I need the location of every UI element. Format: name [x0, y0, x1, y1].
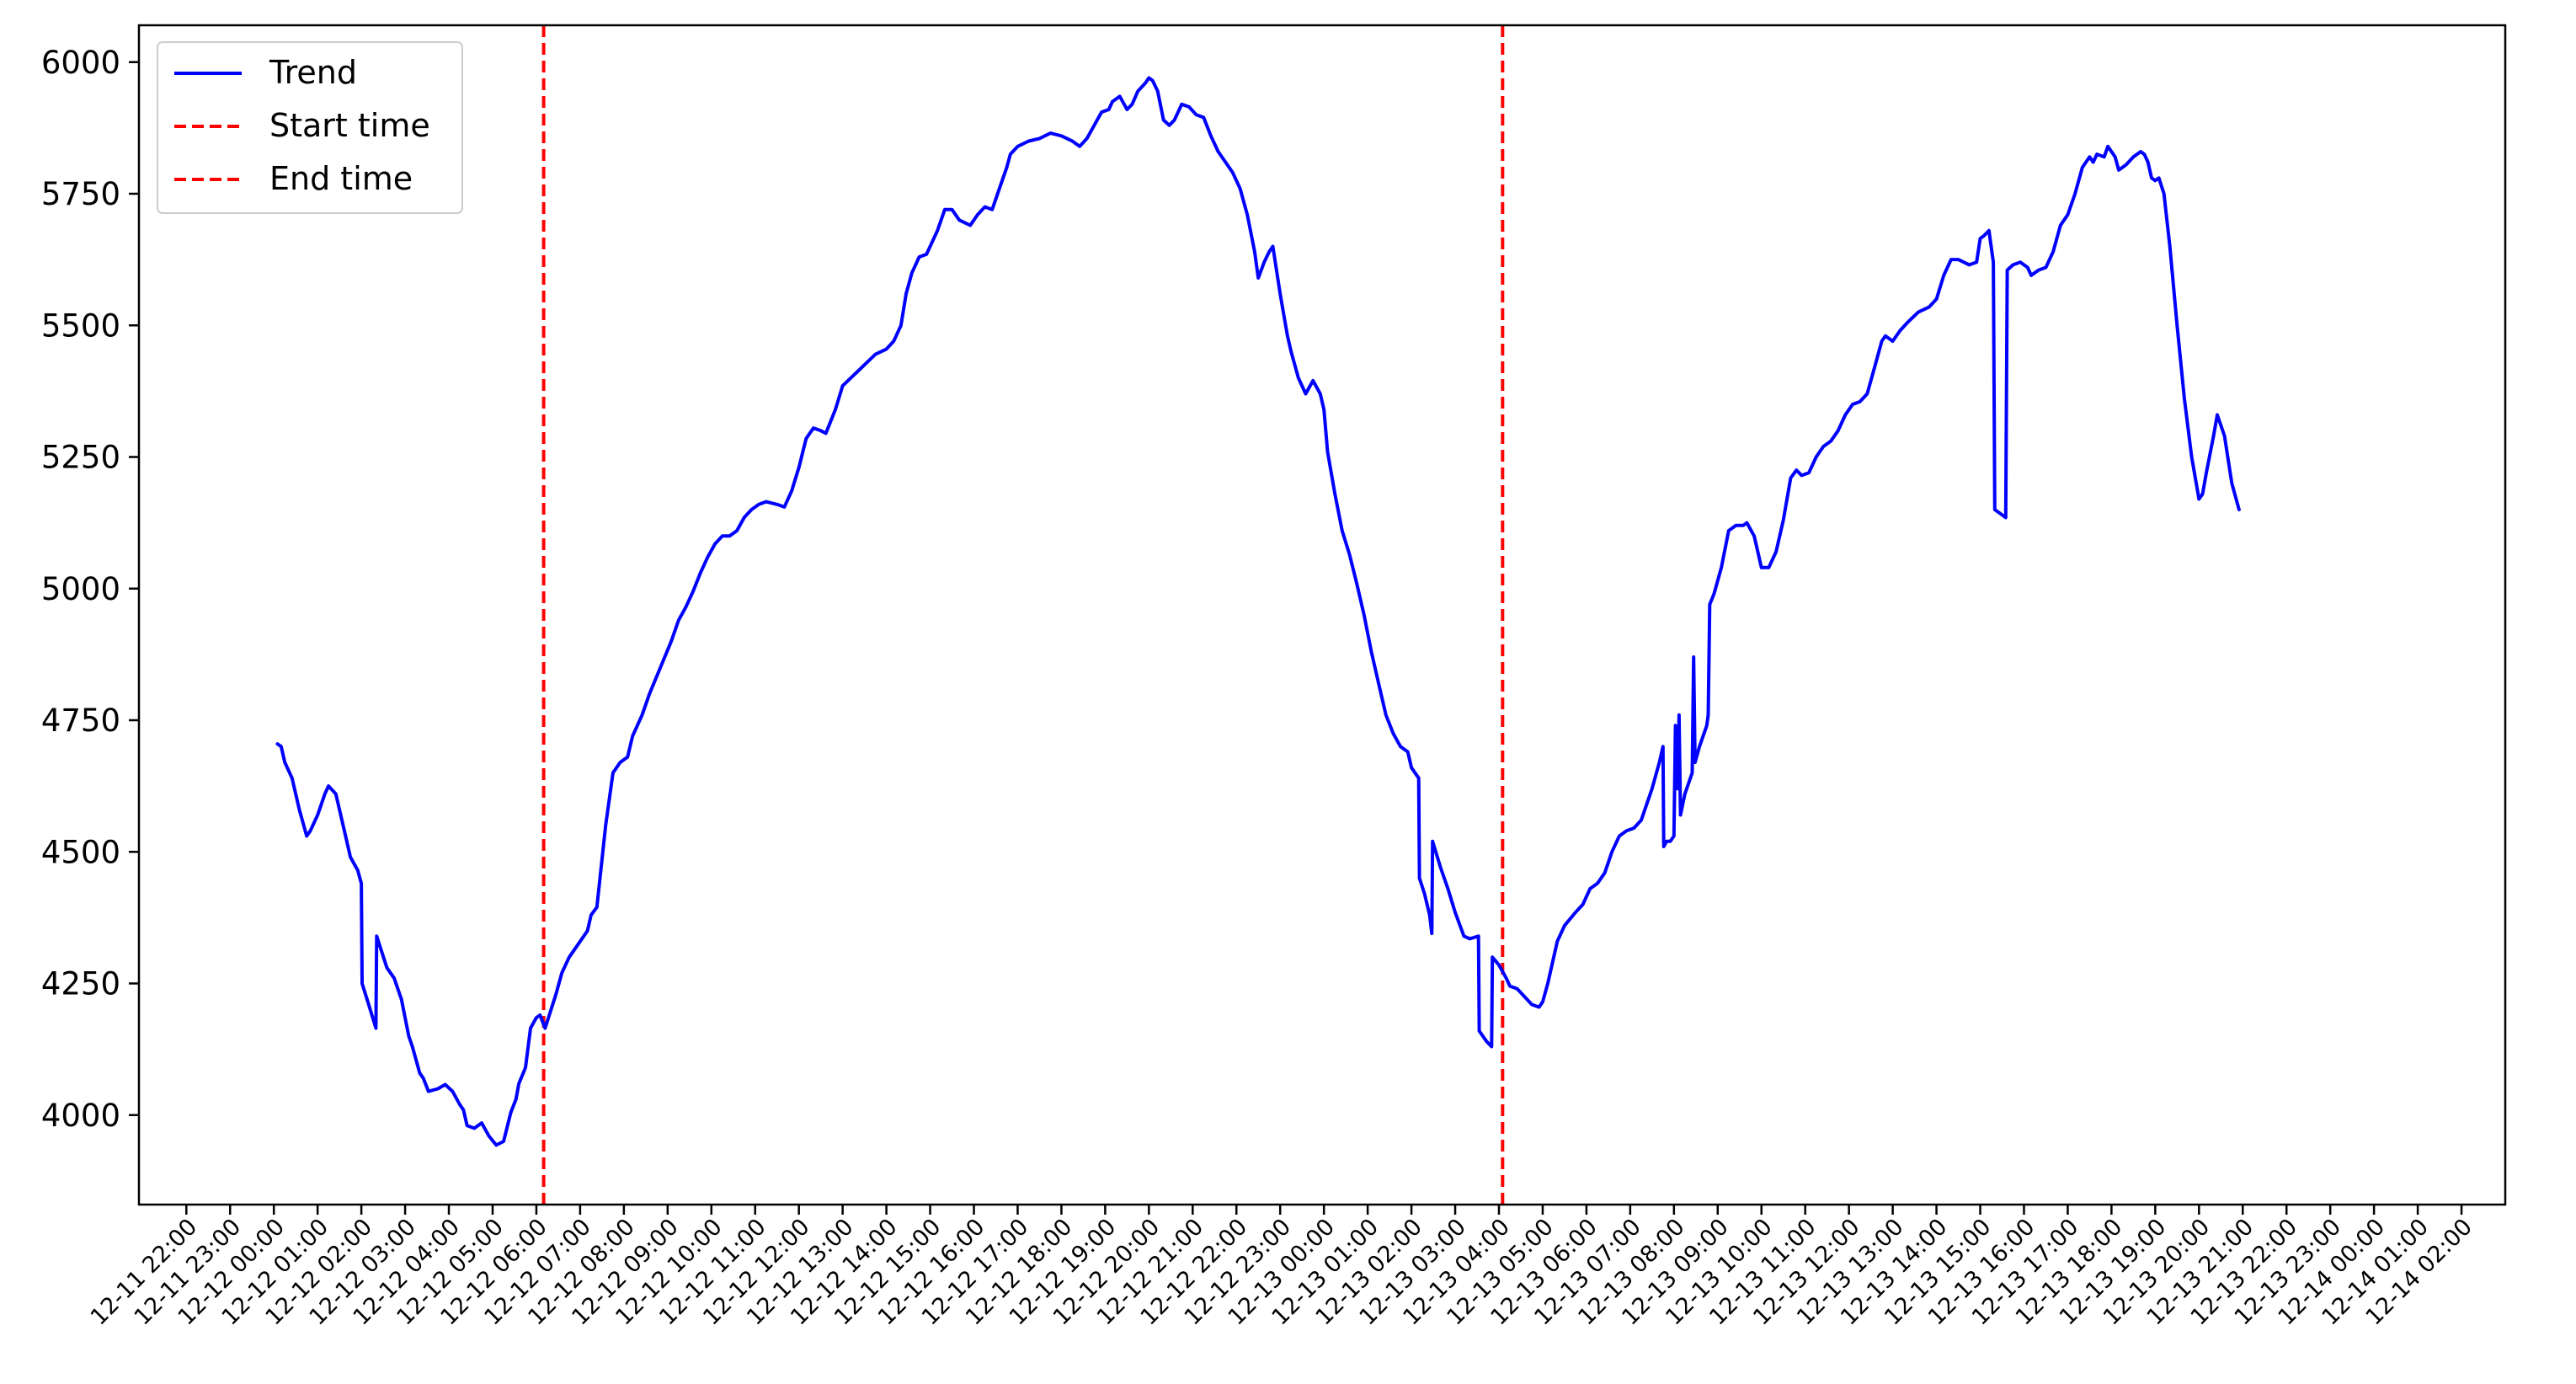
series-layer [275, 76, 2241, 1147]
y-tick-label: 4750 [41, 703, 120, 739]
y-tick-label: 5000 [41, 571, 120, 607]
y-tick-label: 4500 [41, 834, 120, 870]
plot-area-frame [137, 24, 2507, 1206]
y-tick-label: 5250 [41, 440, 120, 476]
legend-label-end-time: End time [269, 160, 413, 197]
legend: Trend Start time End time [157, 41, 463, 214]
reference-lines [541, 25, 1505, 1205]
y-tick-label: 4000 [41, 1098, 120, 1134]
y-tick-label: 5500 [41, 307, 120, 344]
legend-label-trend: Trend [269, 54, 357, 91]
series-line-trend [275, 76, 2241, 1147]
legend-box [157, 41, 463, 214]
y-tick-label: 5750 [41, 176, 120, 212]
y-tick-label: 4250 [41, 966, 120, 1002]
legend-label-start-time: Start time [269, 107, 430, 144]
y-axis: 4000 4250 4500 4750 5000 5250 5500 5750 6000 [41, 45, 139, 1134]
y-tick-label: 6000 [41, 45, 120, 81]
